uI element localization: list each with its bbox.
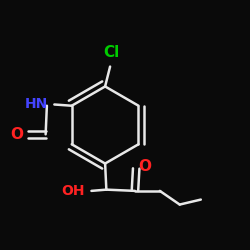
Text: Cl: Cl xyxy=(103,45,120,60)
Text: HN: HN xyxy=(25,98,48,112)
Text: OH: OH xyxy=(62,184,85,198)
Text: O: O xyxy=(139,159,152,174)
Text: O: O xyxy=(10,127,23,142)
